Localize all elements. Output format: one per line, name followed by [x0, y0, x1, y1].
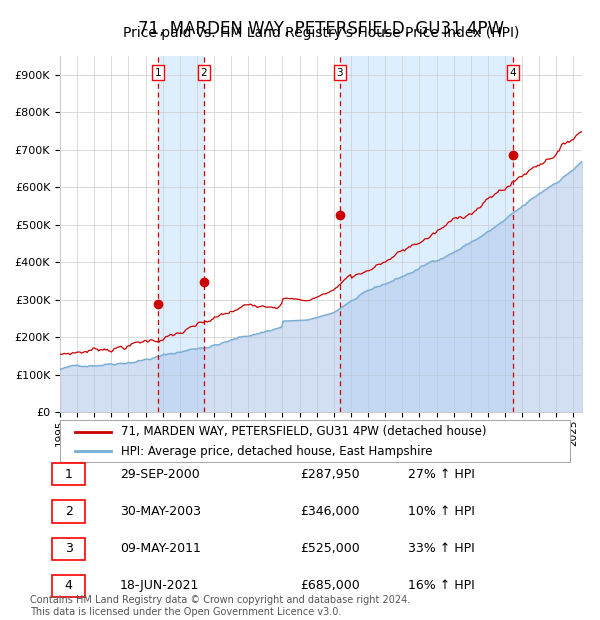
Text: 1: 1 [155, 68, 161, 78]
Text: 71, MARDEN WAY, PETERSFIELD, GU31 4PW (detached house): 71, MARDEN WAY, PETERSFIELD, GU31 4PW (d… [121, 425, 487, 438]
Bar [158, 56, 204, 412]
Text: 33% ↑ HPI: 33% ↑ HPI [408, 542, 475, 555]
Text: £346,000: £346,000 [300, 505, 359, 518]
Text: 4: 4 [509, 68, 516, 78]
Bar [340, 56, 513, 412]
Text: 2: 2 [65, 505, 73, 518]
Text: 1: 1 [65, 468, 73, 481]
Text: 4: 4 [65, 580, 73, 592]
Text: 16% ↑ HPI: 16% ↑ HPI [408, 580, 475, 592]
Text: 09-MAY-2011: 09-MAY-2011 [120, 542, 201, 555]
FancyBboxPatch shape [52, 500, 85, 523]
FancyBboxPatch shape [52, 463, 85, 485]
Text: Price paid vs. HM Land Registry's House Price Index (HPI): Price paid vs. HM Land Registry's House … [123, 26, 519, 40]
Text: £685,000: £685,000 [300, 580, 360, 592]
FancyBboxPatch shape [52, 575, 85, 597]
Title: 71, MARDEN WAY, PETERSFIELD, GU31 4PW: 71, MARDEN WAY, PETERSFIELD, GU31 4PW [138, 20, 504, 38]
Text: 3: 3 [337, 68, 343, 78]
Text: £525,000: £525,000 [300, 542, 360, 555]
Text: 18-JUN-2021: 18-JUN-2021 [120, 580, 199, 592]
Text: HPI: Average price, detached house, East Hampshire: HPI: Average price, detached house, East… [121, 445, 433, 458]
Text: £287,950: £287,950 [300, 468, 359, 481]
Text: 27% ↑ HPI: 27% ↑ HPI [408, 468, 475, 481]
FancyBboxPatch shape [60, 420, 570, 462]
FancyBboxPatch shape [52, 538, 85, 560]
Text: 2: 2 [200, 68, 208, 78]
Text: 10% ↑ HPI: 10% ↑ HPI [408, 505, 475, 518]
Text: 3: 3 [65, 542, 73, 555]
Text: Contains HM Land Registry data © Crown copyright and database right 2024.
This d: Contains HM Land Registry data © Crown c… [30, 595, 410, 617]
Text: 29-SEP-2000: 29-SEP-2000 [120, 468, 200, 481]
Text: 30-MAY-2003: 30-MAY-2003 [120, 505, 201, 518]
